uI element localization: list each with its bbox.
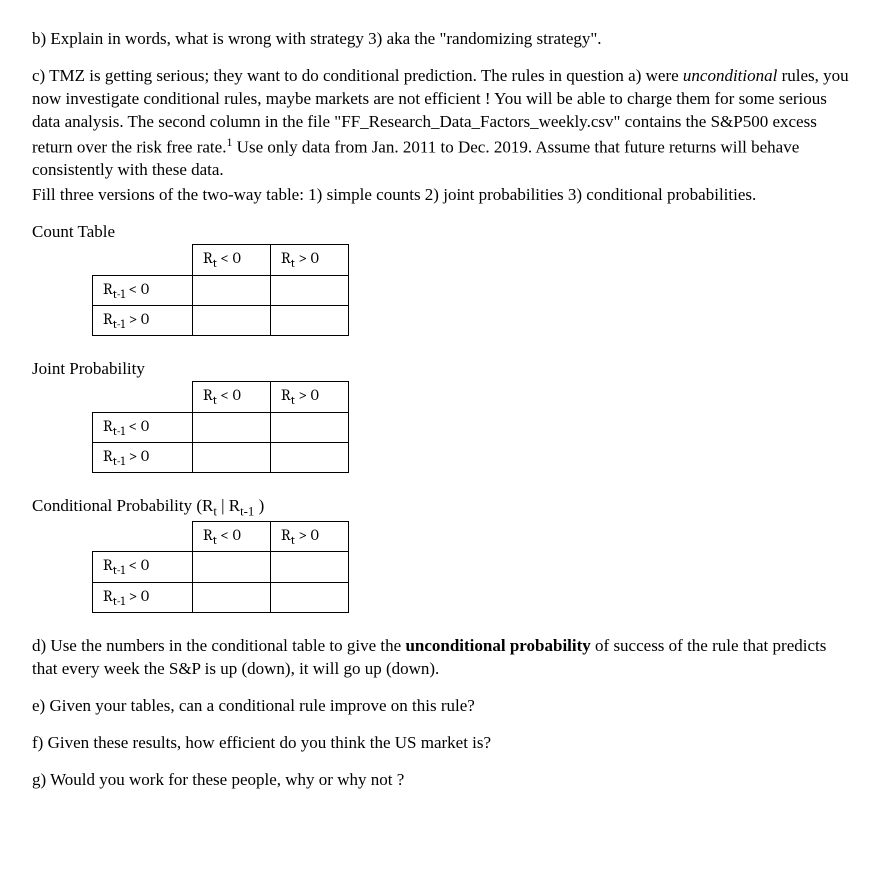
blank-cell	[93, 521, 193, 551]
question-g: g) Would you work for these people, why …	[32, 769, 856, 792]
table-row: Rt-1 > 0	[93, 305, 349, 335]
table-row: Rt-1 < 0	[93, 412, 349, 442]
table-row: Rt < 0 Rt > 0	[93, 382, 349, 412]
cond-table: Rt < 0 Rt > 0 Rt-1 < 0 Rt-1 > 0	[92, 521, 349, 613]
table-row: Rt < 0 Rt > 0	[93, 521, 349, 551]
question-f: f) Given these results, how efficient do…	[32, 732, 856, 755]
data-cell	[193, 305, 271, 335]
question-c-part1: c) TMZ is getting serious; they want to …	[32, 65, 856, 182]
col-header: Rt > 0	[271, 245, 349, 275]
row-header: Rt-1 < 0	[93, 275, 193, 305]
data-cell	[271, 442, 349, 472]
row-header: Rt-1 > 0	[93, 582, 193, 612]
table-row: Rt-1 < 0	[93, 552, 349, 582]
d-text-1: d) Use the numbers in the conditional ta…	[32, 636, 405, 655]
col-header: Rt < 0	[193, 245, 271, 275]
data-cell	[193, 552, 271, 582]
blank-cell	[93, 245, 193, 275]
question-c-part2: Fill three versions of the two-way table…	[32, 184, 856, 207]
data-cell	[271, 275, 349, 305]
data-cell	[193, 582, 271, 612]
table-row: Rt < 0 Rt > 0	[93, 245, 349, 275]
question-e: e) Given your tables, can a conditional …	[32, 695, 856, 718]
row-header: Rt-1 < 0	[93, 412, 193, 442]
c-italic-unconditional: unconditional	[683, 66, 777, 85]
count-table: Rt < 0 Rt > 0 Rt-1 < 0 Rt-1 > 0	[92, 244, 349, 336]
data-cell	[271, 552, 349, 582]
table-row: Rt-1 < 0	[93, 275, 349, 305]
question-d: d) Use the numbers in the conditional ta…	[32, 635, 856, 681]
data-cell	[193, 442, 271, 472]
col-header: Rt < 0	[193, 521, 271, 551]
data-cell	[193, 275, 271, 305]
joint-table: Rt < 0 Rt > 0 Rt-1 < 0 Rt-1 > 0	[92, 381, 349, 473]
count-table-title: Count Table	[32, 221, 856, 244]
table-row: Rt-1 > 0	[93, 442, 349, 472]
row-header: Rt-1 > 0	[93, 442, 193, 472]
data-cell	[271, 305, 349, 335]
joint-table-title: Joint Probability	[32, 358, 856, 381]
c-text-1: c) TMZ is getting serious; they want to …	[32, 66, 683, 85]
data-cell	[271, 412, 349, 442]
data-cell	[193, 412, 271, 442]
row-header: Rt-1 > 0	[93, 305, 193, 335]
col-header: Rt > 0	[271, 382, 349, 412]
table-row: Rt-1 > 0	[93, 582, 349, 612]
data-cell	[271, 582, 349, 612]
d-bold: unconditional probability	[405, 636, 590, 655]
col-header: Rt < 0	[193, 382, 271, 412]
blank-cell	[93, 382, 193, 412]
question-b: b) Explain in words, what is wrong with …	[32, 28, 856, 51]
cond-table-title: Conditional Probability (Rt | Rt-1 )	[32, 495, 856, 521]
col-header: Rt > 0	[271, 521, 349, 551]
row-header: Rt-1 < 0	[93, 552, 193, 582]
